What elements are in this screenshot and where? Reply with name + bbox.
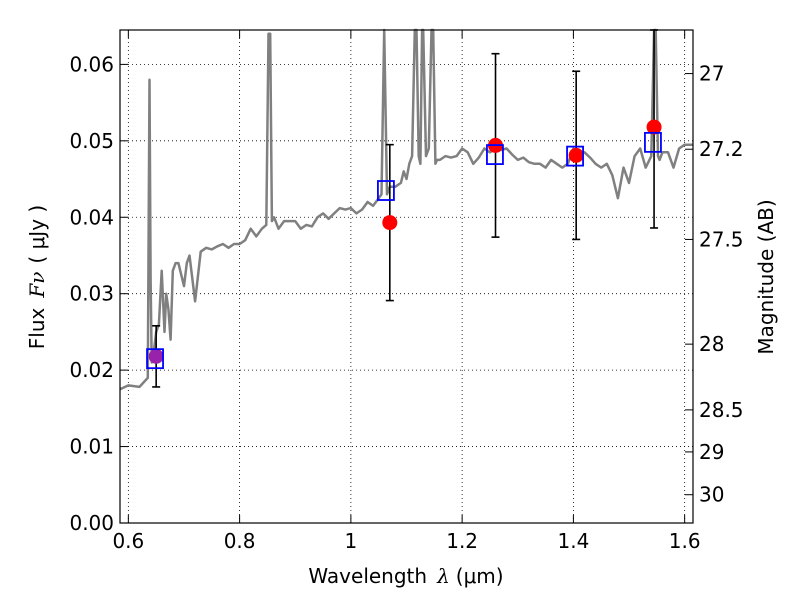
y2-tick-labels: 27 27.2 27.5 28 28.5 29 30 (699, 62, 744, 507)
observed-point (646, 119, 662, 135)
x-tick-label: 0.8 (224, 529, 256, 553)
y-tick-label: 0.05 (69, 129, 114, 153)
plot-frame (119, 29, 694, 524)
y2-tick-label: 29 (699, 440, 724, 464)
grid (120, 30, 693, 524)
y2-tick-label: 27.5 (699, 227, 744, 251)
model-photometry-point (644, 131, 662, 153)
error-bars (152, 29, 659, 388)
y-tick-label: 0.01 (69, 435, 114, 459)
model-photometry-point (377, 180, 395, 201)
x-tick-labels: 0.6 0.8 1 1.2 1.4 1.6 (112, 529, 700, 553)
observed-points (148, 119, 662, 364)
y-tick-labels: 0.00 0.01 0.02 0.03 0.04 0.05 0.06 (69, 52, 114, 535)
y2-tick-label: 30 (699, 483, 724, 507)
model-photometry-point (566, 145, 584, 167)
y2-tick-label: 28.5 (699, 398, 744, 422)
y-axis-label: FluxFν( μJy ) (25, 205, 49, 349)
model-photometry-point (486, 144, 504, 165)
observed-point (382, 215, 398, 231)
model-photometry-point (146, 348, 164, 370)
observed-point (568, 147, 584, 163)
y2-tick-label: 28 (699, 332, 724, 356)
y2-tick-label: 27.2 (699, 137, 744, 161)
model-spectrum (119, 28, 693, 391)
x-tick-label: 1.4 (557, 529, 589, 553)
x-tick-label: 1.2 (446, 529, 478, 553)
model-spectrum-line (119, 28, 693, 391)
observed-point (148, 348, 164, 364)
y2-axis-label: Magnitude (AB) (754, 199, 778, 354)
x-tick-label: 1.6 (669, 529, 701, 553)
x-tick-label: 1 (345, 529, 358, 553)
y-tick-label: 0.02 (69, 358, 114, 382)
y-tick-label: 0.04 (69, 205, 114, 229)
y-tick-label: 0.00 (69, 511, 114, 535)
x-tick-label: 0.6 (112, 529, 144, 553)
y-tick-label: 0.03 (69, 282, 114, 306)
ticks (120, 30, 693, 524)
x-axis-label: Wavelength λ (μm) (308, 564, 503, 588)
y2-tick-label: 27 (699, 62, 724, 86)
y-tick-label: 0.06 (69, 52, 114, 76)
model-photometry-points (146, 131, 662, 370)
